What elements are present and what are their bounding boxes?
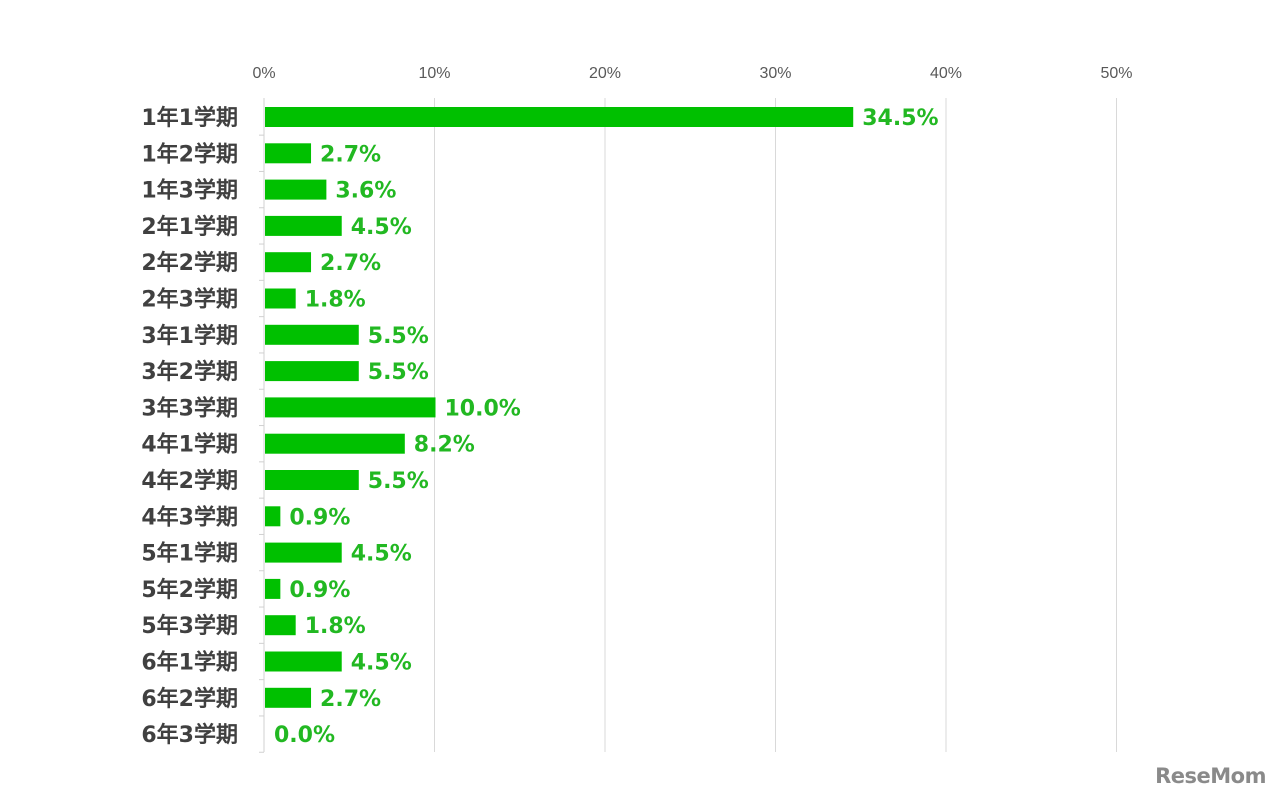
x-tick-label: 0% <box>252 65 275 82</box>
category-label: 1年3学期 <box>141 178 238 204</box>
category-label: 6年1学期 <box>141 650 238 676</box>
x-tick-label: 20% <box>589 65 621 82</box>
bar <box>265 215 342 236</box>
bar <box>265 578 281 599</box>
category-label: 5年1学期 <box>141 541 238 567</box>
category-label: 4年2学期 <box>141 468 238 494</box>
data-label: 1.8% <box>305 288 366 313</box>
bar <box>265 179 327 200</box>
category-label: 1年2学期 <box>141 141 238 167</box>
data-label: 0.0% <box>274 723 335 748</box>
data-label: 5.5% <box>368 469 429 494</box>
data-label: 34.5% <box>862 106 938 131</box>
bar <box>265 361 359 382</box>
data-label: 10.0% <box>445 396 521 421</box>
bar <box>265 324 359 345</box>
category-label: 5年2学期 <box>141 577 238 603</box>
category-label: 2年1学期 <box>141 214 238 240</box>
category-label: 6年3学期 <box>141 722 238 748</box>
category-label: 4年3学期 <box>141 504 238 530</box>
bar <box>265 651 342 672</box>
x-axis-ticks: 0% 10% 20% 30% 40% 50% <box>252 65 1132 82</box>
data-label: 5.5% <box>368 360 429 385</box>
data-label: 2.7% <box>320 251 381 276</box>
category-labels: 1年1学期 1年2学期 1年3学期 2年1学期 2年2学期 2年3学期 3年1学期 3年2学期… <box>141 105 238 748</box>
data-labels: 34.5%2.7%3.6%4.5%2.7%1.8%5.5%5.5%10.0%8.… <box>274 106 939 748</box>
data-label: 0.9% <box>289 578 350 603</box>
bar <box>265 433 405 454</box>
bar <box>265 252 312 273</box>
category-label: 3年3学期 <box>141 395 238 421</box>
bar <box>265 687 312 708</box>
data-label: 2.7% <box>320 142 381 167</box>
data-label: 2.7% <box>320 687 381 712</box>
category-label: 2年3学期 <box>141 287 238 313</box>
x-tick-label: 40% <box>930 65 962 82</box>
data-label: 3.6% <box>335 179 396 204</box>
bar <box>265 542 342 563</box>
category-label: 6年2学期 <box>141 686 238 712</box>
resemom-logo: ReseMom <box>1155 764 1266 788</box>
category-label: 3年2学期 <box>141 359 238 385</box>
data-label: 1.8% <box>305 614 366 639</box>
data-label: 0.9% <box>289 505 350 530</box>
x-tick-label: 50% <box>1100 65 1132 82</box>
x-tick-label: 30% <box>759 65 791 82</box>
category-label: 4年1学期 <box>141 432 238 458</box>
category-label: 5年3学期 <box>141 613 238 639</box>
data-label: 4.5% <box>351 651 412 676</box>
bar <box>265 506 281 527</box>
data-label: 4.5% <box>351 215 412 240</box>
x-tick-label: 10% <box>418 65 450 82</box>
bar <box>265 107 854 127</box>
category-label: 1年1学期 <box>141 105 238 131</box>
data-label: 5.5% <box>368 324 429 349</box>
bar <box>265 288 296 309</box>
grid-lines <box>259 98 1117 753</box>
category-label: 2年2学期 <box>141 250 238 276</box>
bar <box>265 397 436 418</box>
data-label: 4.5% <box>351 542 412 567</box>
bar <box>265 143 312 164</box>
bar <box>265 470 359 490</box>
bar <box>265 615 296 636</box>
category-label: 3年1学期 <box>141 323 238 349</box>
data-label: 8.2% <box>414 433 475 458</box>
bars <box>265 107 854 708</box>
